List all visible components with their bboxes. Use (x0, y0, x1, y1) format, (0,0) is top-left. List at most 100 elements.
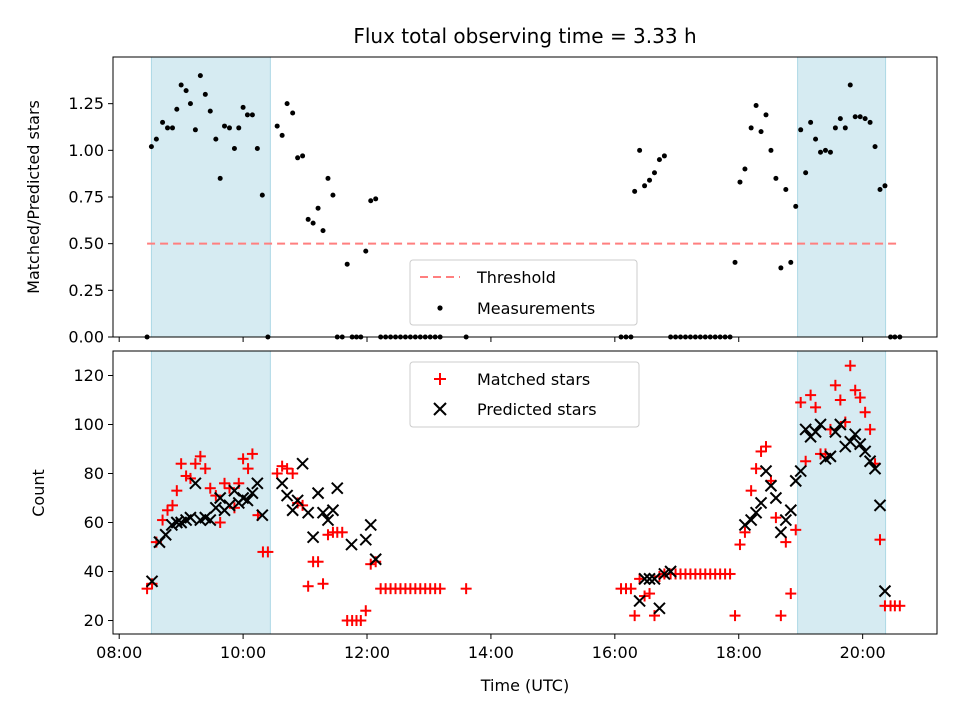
measurement-point (753, 103, 759, 109)
matched-star-marker (237, 453, 249, 465)
measurement-point (197, 73, 203, 79)
y-tick-label: 100 (73, 415, 104, 434)
matched-star-marker (829, 379, 841, 391)
matched-star-marker (189, 458, 201, 470)
measurement-point (651, 170, 657, 176)
measurement-point (192, 127, 198, 133)
matched-star-marker (755, 445, 767, 457)
measurement-point (279, 132, 285, 138)
predicted-star-marker (291, 494, 304, 507)
matched-star-marker (644, 588, 656, 600)
matched-star-marker (194, 450, 206, 462)
predicted-star-marker (223, 499, 236, 512)
top-legend: Threshold Measurements (409, 259, 638, 326)
predicted-star-marker (321, 513, 335, 527)
measurement-point (872, 144, 878, 150)
predicted-star-marker (326, 504, 340, 517)
predicted-star-marker (849, 428, 862, 441)
matched-star-marker (648, 610, 660, 622)
predicted-star-marker (633, 594, 646, 608)
predicted-star-marker (784, 504, 797, 517)
bottom-panel: 20 40 60 80 100 120 08:00 10:00 12:00 14:00 16:00… (29, 350, 938, 695)
measurement-point (315, 205, 321, 211)
measurement-point (202, 91, 208, 97)
measurement-point (788, 259, 794, 265)
matched-star-marker (199, 463, 211, 475)
matched-star-marker (219, 477, 231, 489)
measurement-point (160, 119, 166, 125)
predicted-star-marker (844, 435, 857, 448)
predicted-star-marker (878, 584, 892, 598)
measurement-point (656, 157, 662, 163)
measurement-point (647, 177, 653, 183)
matched-star-marker (800, 455, 812, 467)
measurement-point (254, 145, 260, 151)
predicted-star-marker (863, 455, 877, 468)
predicted-star-marker (779, 513, 793, 527)
predicted-star-marker (316, 506, 330, 519)
measurement-point (737, 179, 743, 185)
predicted-star-marker (643, 572, 656, 586)
observing-window-span (797, 350, 887, 635)
predicted-star-marker (246, 486, 259, 500)
y-tick-label: 40 (84, 562, 104, 581)
predicted-star-marker (256, 508, 269, 522)
predicted-star-marker (824, 450, 837, 463)
x-tick-label: 16:00 (592, 643, 638, 662)
matched-star-marker (834, 394, 846, 406)
predicted-star-marker (359, 533, 372, 546)
matched-star-marker (166, 499, 178, 511)
measurement-point (259, 192, 265, 198)
measurement-point (183, 88, 189, 94)
predicted-star-marker (345, 538, 358, 551)
predicted-star-marker (638, 572, 651, 586)
predicted-star-marker (749, 506, 763, 519)
measurement-point (773, 175, 779, 181)
measurement-point (803, 170, 809, 176)
predicted-star-marker (204, 513, 217, 527)
matched-star-marker (795, 396, 807, 408)
predicted-star-marker (286, 504, 299, 517)
measurement-point (222, 123, 228, 129)
matched-star-marker (785, 588, 797, 600)
matched-star-marker (894, 600, 906, 612)
measurement-point (732, 259, 738, 265)
predicted-star-marker (799, 423, 812, 436)
measurement-point (637, 147, 643, 153)
matched-star-marker (739, 526, 751, 538)
measurement-point (763, 112, 769, 118)
matched-star-marker (770, 512, 782, 524)
predicted-star-marker (653, 602, 666, 615)
y-tick-label: 0.50 (68, 234, 104, 253)
predicted-star-marker (829, 425, 842, 439)
measurement-point (274, 123, 280, 129)
predicted-star-marker (664, 565, 677, 578)
measurement-point (187, 101, 193, 107)
matched-star-marker (214, 517, 226, 529)
predicted-star-marker (794, 464, 807, 478)
predicted-star-marker (814, 418, 827, 431)
measurement-point (847, 82, 853, 88)
bottom-axes-frame (112, 350, 938, 635)
measurement-point (842, 125, 848, 131)
measurement-point (300, 153, 306, 159)
measurement-point (768, 147, 774, 153)
matched-star-marker (854, 392, 866, 404)
y-tick-label: 0.00 (68, 328, 104, 347)
x-tick-label: 20:00 (840, 643, 886, 662)
x-tick-label: 12:00 (344, 643, 390, 662)
predicted-star-marker (774, 526, 788, 539)
predicted-star-marker (834, 418, 847, 431)
legend-measurements-label: Measurements (477, 299, 595, 318)
y-tick-label: 0.75 (68, 188, 104, 207)
predicted-star-marker (170, 516, 184, 529)
y-tick-label: 1.00 (68, 141, 104, 160)
measurement-point (236, 125, 242, 131)
matched-star-marker (317, 578, 329, 590)
matched-star-marker (322, 529, 334, 541)
predicted-star-marker (873, 499, 887, 512)
measurement-point (344, 261, 350, 267)
matched-star-marker (810, 401, 822, 413)
observing-window-span (797, 56, 887, 338)
matched-star-marker (729, 610, 741, 622)
